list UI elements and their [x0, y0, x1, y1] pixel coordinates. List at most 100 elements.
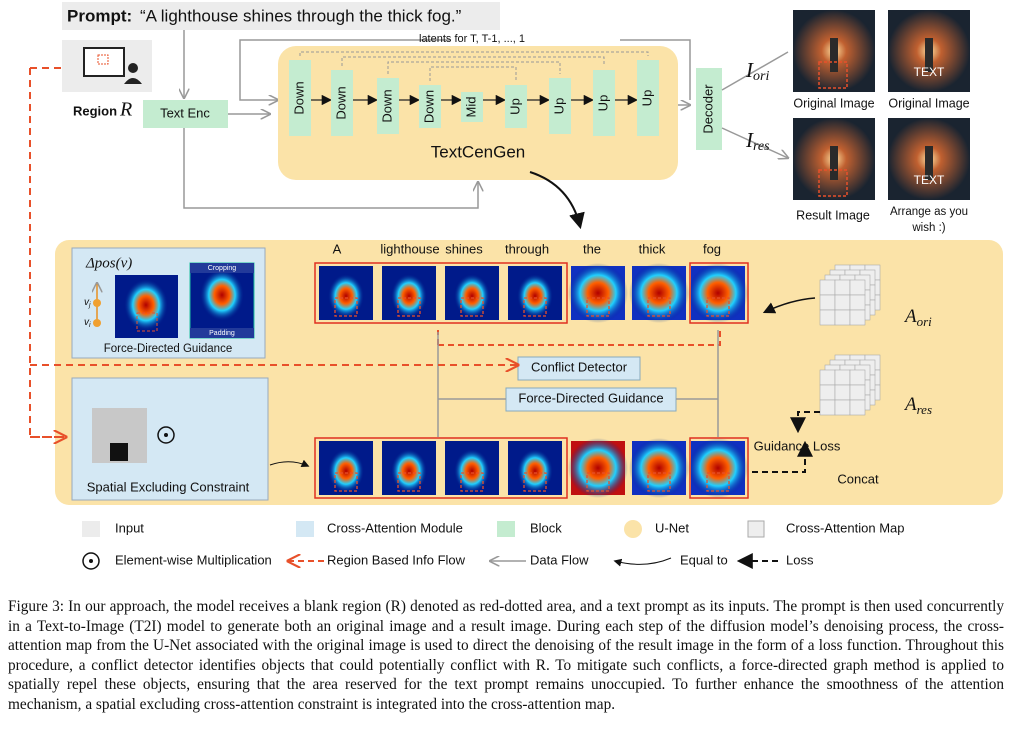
region-box	[523, 297, 547, 317]
block-label: Up	[507, 98, 522, 115]
legend-swatch	[296, 521, 314, 537]
red-frame	[689, 262, 749, 324]
word: the	[583, 241, 601, 256]
node	[93, 299, 101, 307]
red-frame	[314, 262, 568, 324]
vj-main: v	[84, 297, 90, 308]
a-res-main: A	[903, 394, 917, 415]
caption: Figure 3: In our approach, the model rec…	[8, 598, 1004, 713]
cross-attention-map	[834, 294, 851, 311]
a-ori-main: A	[903, 306, 917, 327]
text-enc	[143, 100, 228, 128]
legend-label: Input	[115, 520, 144, 535]
heatmap-blob	[568, 263, 628, 323]
region-icon	[97, 54, 109, 65]
latents-bg	[450, 32, 620, 46]
block-label: Down	[333, 86, 348, 119]
mask-region	[110, 443, 128, 461]
region-box	[586, 297, 610, 317]
region-box	[460, 297, 484, 317]
guidance-loss: Guidance Loss	[754, 438, 841, 453]
cross-attention-map	[834, 384, 851, 401]
region-box	[523, 472, 547, 492]
cross-attention-map	[834, 279, 851, 296]
cross-attention-map	[834, 369, 851, 386]
vj-sub: j	[88, 302, 91, 309]
block-label: Mid	[463, 97, 478, 118]
lighthouse	[830, 146, 838, 180]
region-box	[136, 312, 158, 332]
red-frame	[314, 437, 568, 499]
heatmap-blob	[688, 263, 748, 323]
cross-attention-map	[819, 294, 836, 311]
arrow	[269, 459, 310, 468]
legend-label: Cross-Attention Module	[327, 520, 463, 535]
figure: Prompt: “A lighthouse shines through the…	[29, 2, 1003, 570]
vj: vj	[84, 297, 91, 309]
block-label: Up	[595, 95, 610, 112]
image-label: Result Image	[796, 208, 870, 222]
lighthouse	[925, 146, 933, 180]
legend-label: Loss	[786, 552, 814, 567]
i-ori: Iori	[745, 58, 769, 84]
arrange-label: wish :)	[911, 222, 945, 234]
legend-swatch	[89, 559, 93, 563]
legend-label: Element-wise Multiplication	[115, 552, 272, 567]
arrow	[721, 51, 788, 158]
prompt-text: “A lighthouse shines through the thick f…	[140, 6, 462, 25]
legend-swatch	[497, 521, 515, 537]
arrow	[529, 171, 585, 230]
heatmap-blob	[629, 263, 689, 323]
heatmap-blob	[688, 438, 748, 498]
legend-swatch	[624, 520, 642, 538]
heatmap-blob	[454, 449, 490, 493]
multiply	[164, 433, 168, 437]
arrange-label: Arrange as you	[890, 206, 968, 218]
skip	[387, 61, 561, 74]
conflict-label: Conflict Detector	[531, 359, 628, 374]
legend-label: Region Based Info Flow	[327, 552, 466, 567]
padding-label: Padding	[209, 330, 235, 337]
word: through	[505, 241, 549, 256]
skip	[299, 51, 649, 56]
cross-attention-map	[849, 309, 866, 326]
skip	[341, 56, 605, 66]
vi-sub: i	[89, 322, 91, 329]
loss-arrow	[790, 411, 820, 434]
i-res-sub: res	[753, 139, 770, 154]
arrow	[762, 297, 816, 314]
region-box	[647, 297, 671, 317]
force-label: Force-Directed Guidance	[518, 390, 663, 405]
prompt-box	[62, 2, 500, 30]
region-box	[818, 61, 848, 89]
a-res-sub: res	[917, 402, 932, 417]
heatmap-blob	[517, 449, 553, 493]
heatmap-blob	[391, 449, 427, 493]
spatial-label: Spatial Excluding Constraint	[87, 479, 250, 494]
loss-arrow	[752, 440, 813, 473]
skip	[429, 66, 517, 81]
arrow	[239, 39, 691, 100]
legend-swatch	[747, 520, 765, 538]
arrow	[183, 128, 478, 209]
heatmap-blob	[454, 274, 490, 318]
cross-attention-map	[819, 384, 836, 401]
block	[419, 85, 441, 128]
cropping-label: Cropping	[208, 265, 237, 272]
cross-attention-map	[834, 399, 851, 416]
lighthouse	[830, 38, 838, 72]
monitor	[83, 47, 125, 77]
legend-swatch	[613, 557, 672, 567]
decoder-label: Decoder	[700, 84, 715, 134]
i-res-main: I	[745, 128, 754, 152]
region-box	[397, 297, 421, 317]
heatmap-blob	[517, 274, 553, 318]
region-label: Region	[73, 103, 117, 118]
cross-attention-map	[849, 384, 866, 401]
block	[549, 78, 571, 134]
region-symbol: R	[119, 99, 132, 121]
cross-attention-map	[849, 294, 866, 311]
vi: vi	[84, 317, 91, 329]
i-ori-sub: ori	[753, 69, 769, 84]
region-box	[647, 472, 671, 492]
